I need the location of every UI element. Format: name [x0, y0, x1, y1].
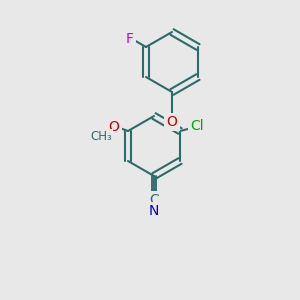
Text: C: C [149, 193, 159, 207]
Text: O: O [109, 120, 119, 134]
Text: F: F [126, 32, 134, 46]
Text: N: N [149, 204, 159, 218]
Text: O: O [167, 115, 177, 129]
Text: Cl: Cl [190, 119, 204, 133]
Text: CH₃: CH₃ [90, 130, 112, 143]
